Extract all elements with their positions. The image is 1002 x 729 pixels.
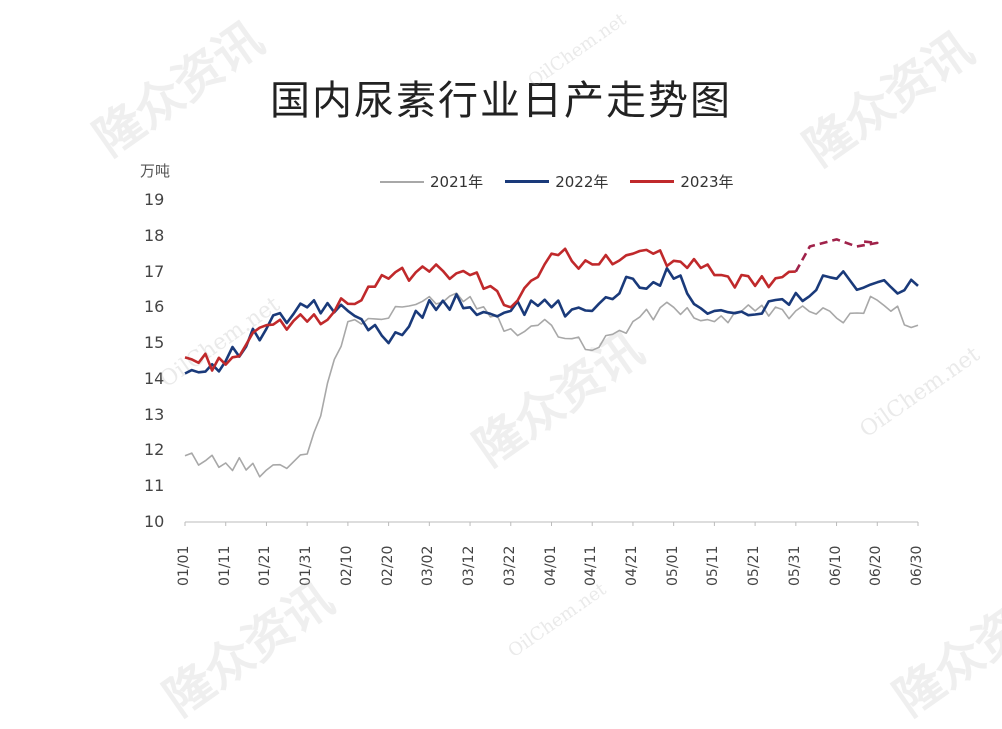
legend-item-2023: 2023年: [630, 171, 734, 192]
series-line-2023: [184, 247, 796, 372]
series-line-2023-forecast: [794, 238, 879, 273]
legend-label-2022: 2022年: [555, 173, 609, 191]
legend-swatch-2021: [380, 180, 424, 183]
y-tick-label: 13: [144, 404, 165, 424]
legend-item-2022: 2022年: [505, 171, 608, 192]
y-axis-unit-label: 万吨: [140, 162, 171, 180]
legend-label-2021: 2021年: [430, 173, 484, 191]
legend-swatch-2023: [630, 180, 675, 183]
y-tick-label: 16: [144, 297, 165, 317]
legend: 2021年 2022年 2023年: [380, 171, 734, 192]
y-tick-label: 10: [144, 512, 165, 531]
y-tick-label: 18: [144, 225, 165, 245]
series-line-2022: [184, 266, 919, 375]
series-line-2021: [184, 292, 919, 478]
y-tick-label: 12: [144, 440, 165, 460]
y-tick-label: 15: [144, 333, 165, 353]
plot-area: [184, 238, 919, 526]
chart-title: 国内尿素行业日产走势图: [270, 78, 732, 124]
y-tick-label: 19: [144, 190, 165, 209]
legend-swatch-2022: [505, 180, 550, 183]
y-tick-label: 17: [144, 261, 165, 281]
y-tick-label: 11: [144, 476, 165, 496]
legend-item-2021: 2021年: [380, 171, 483, 192]
y-tick-label: 14: [144, 368, 165, 388]
x-tick-marks: [184, 522, 919, 526]
legend-label-2023: 2023年: [680, 173, 734, 191]
